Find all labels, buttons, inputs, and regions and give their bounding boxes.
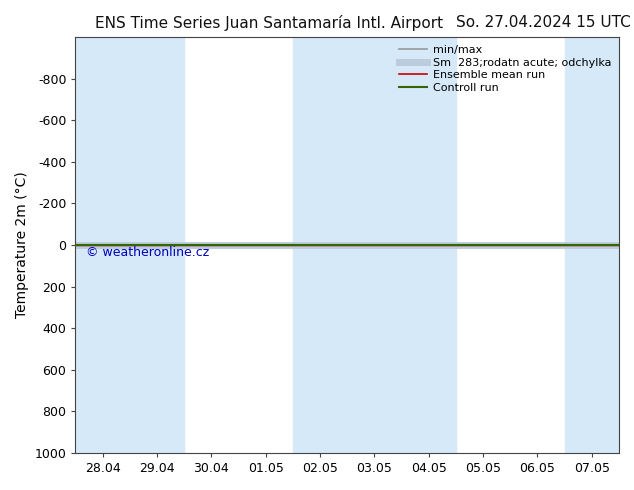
Bar	[75, 37, 130, 453]
Bar	[565, 37, 619, 453]
Bar	[293, 37, 347, 453]
Text: So. 27.04.2024 15 UTC: So. 27.04.2024 15 UTC	[456, 15, 631, 30]
Legend: min/max, Sm  283;rodatn acute; odchylka, Ensemble mean run, Controll run: min/max, Sm 283;rodatn acute; odchylka, …	[395, 40, 616, 98]
Text: © weatheronline.cz: © weatheronline.cz	[86, 246, 210, 259]
Bar	[347, 37, 401, 453]
Text: ENS Time Series Juan Santamaría Intl. Airport: ENS Time Series Juan Santamaría Intl. Ai…	[95, 15, 443, 31]
Y-axis label: Temperature 2m (°C): Temperature 2m (°C)	[15, 172, 29, 318]
Bar	[401, 37, 456, 453]
Bar	[130, 37, 184, 453]
